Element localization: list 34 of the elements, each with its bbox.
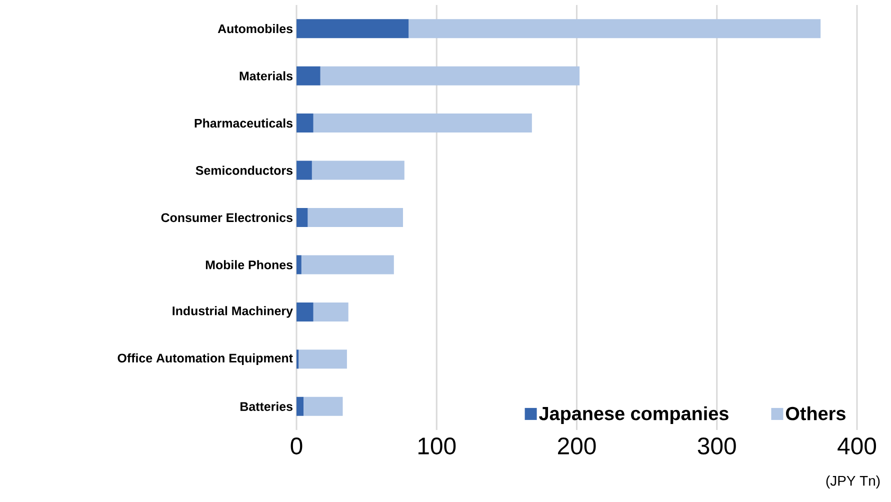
y-tick-label: Industrial Machinery <box>172 306 293 318</box>
bar <box>298 350 347 369</box>
y-tick-label: Batteries <box>240 402 292 411</box>
legend-label: Others <box>786 406 846 420</box>
bar <box>296 19 409 38</box>
bar <box>301 255 394 274</box>
bar <box>296 396 304 416</box>
y-tick-label: Pharmaceuticals <box>194 118 292 128</box>
y-tick-label: Consumer Electronics <box>161 212 292 222</box>
y-tick-label: Semiconductors <box>196 166 292 175</box>
legend-label: Japanese companies <box>539 406 728 424</box>
y-tick-label: Office Automation Equipment <box>118 353 293 365</box>
bar <box>408 19 821 38</box>
bar <box>308 208 403 227</box>
bar <box>296 114 314 133</box>
x-tick-label: 100 <box>418 438 456 454</box>
x-tick-label: 400 <box>838 438 876 454</box>
bar <box>296 160 312 180</box>
y-tick-label: Mobile Phones <box>206 260 292 270</box>
bar <box>312 160 404 180</box>
x-axis-title: (JPY Tn) <box>826 476 880 489</box>
bar <box>320 66 580 86</box>
bar <box>313 114 532 133</box>
bar <box>296 302 314 322</box>
x-tick-label: 300 <box>698 438 736 454</box>
bar <box>296 66 320 86</box>
y-tick-label: Automobiles <box>218 24 292 34</box>
y-tick-label: Materials <box>240 71 292 80</box>
x-tick-label: 200 <box>558 438 596 454</box>
bar <box>304 396 343 416</box>
bar <box>313 302 348 322</box>
bar <box>296 208 308 227</box>
bar <box>296 255 302 274</box>
x-tick-label: 0 <box>290 438 302 454</box>
